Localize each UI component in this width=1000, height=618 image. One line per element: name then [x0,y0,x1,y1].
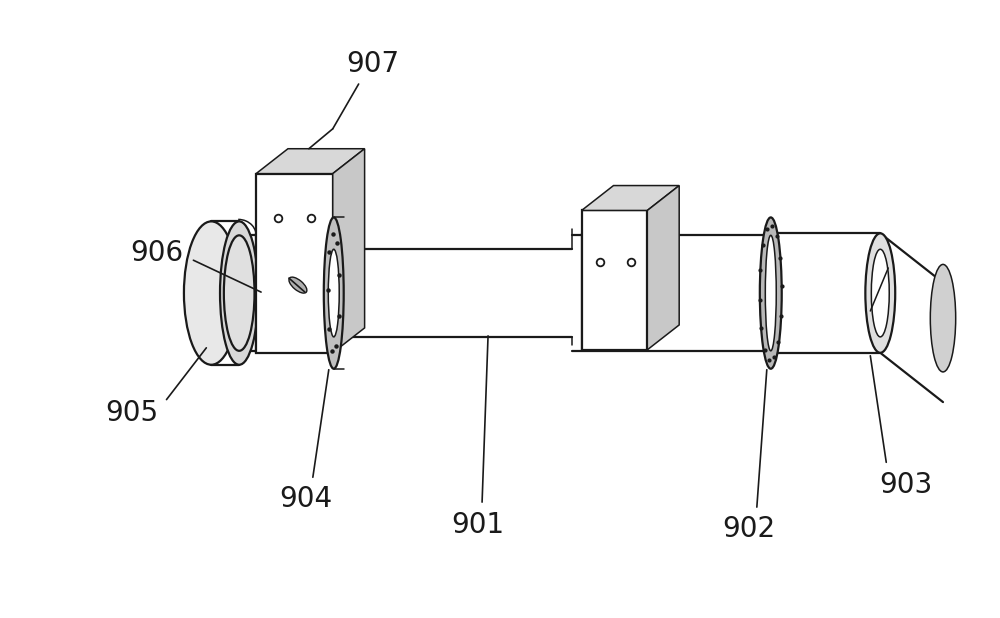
Text: 907: 907 [346,50,399,78]
Text: 905: 905 [105,399,158,426]
Ellipse shape [760,218,782,369]
Polygon shape [582,211,647,350]
Ellipse shape [930,265,956,372]
Text: 901: 901 [452,511,505,539]
Polygon shape [256,149,365,174]
Polygon shape [333,149,365,353]
Ellipse shape [289,277,307,293]
Ellipse shape [224,235,255,351]
Ellipse shape [184,221,239,365]
Ellipse shape [220,221,258,365]
Polygon shape [647,185,679,350]
Ellipse shape [765,235,776,351]
Polygon shape [582,185,679,211]
Ellipse shape [865,234,895,353]
Ellipse shape [324,218,344,369]
Text: 903: 903 [880,471,933,499]
Text: 906: 906 [130,239,183,267]
Ellipse shape [871,249,889,337]
Polygon shape [256,174,333,353]
Text: 904: 904 [279,485,332,513]
Ellipse shape [328,249,339,337]
Text: 902: 902 [722,515,775,543]
